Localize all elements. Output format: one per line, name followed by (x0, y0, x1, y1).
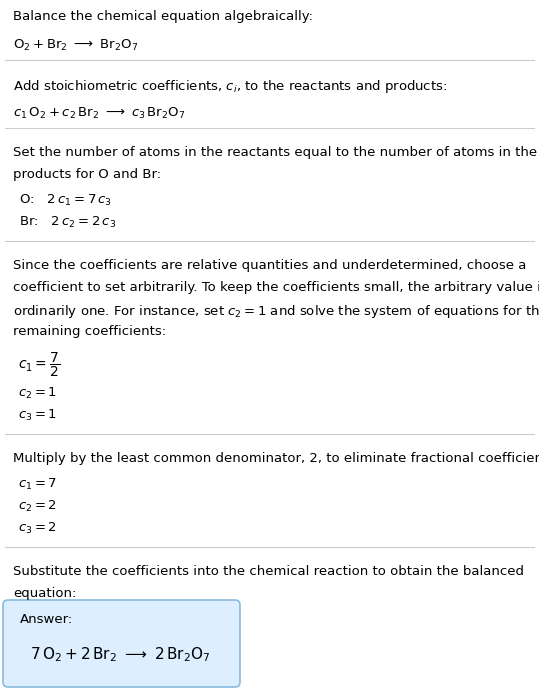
Text: $c_2 = 2$: $c_2 = 2$ (18, 499, 57, 514)
Text: ordinarily one. For instance, set $c_2 = 1$ and solve the system of equations fo: ordinarily one. For instance, set $c_2 =… (13, 303, 539, 320)
Text: Set the number of atoms in the reactants equal to the number of atoms in the: Set the number of atoms in the reactants… (13, 146, 537, 159)
Text: $c_1 = \dfrac{7}{2}$: $c_1 = \dfrac{7}{2}$ (18, 351, 60, 379)
Text: Since the coefficients are relative quantities and underdetermined, choose a: Since the coefficients are relative quan… (13, 259, 527, 272)
Text: Balance the chemical equation algebraically:: Balance the chemical equation algebraica… (13, 10, 313, 23)
Text: Substitute the coefficients into the chemical reaction to obtain the balanced: Substitute the coefficients into the che… (13, 565, 524, 578)
Text: Multiply by the least common denominator, 2, to eliminate fractional coefficient: Multiply by the least common denominator… (13, 452, 539, 465)
Text: $7\,\mathrm{O_2} + 2\,\mathrm{Br_2}\ \longrightarrow\ 2\,\mathrm{Br_2O_7}$: $7\,\mathrm{O_2} + 2\,\mathrm{Br_2}\ \lo… (30, 646, 211, 664)
Text: O:   $2\,c_1 = 7\,c_3$: O: $2\,c_1 = 7\,c_3$ (15, 193, 112, 208)
Text: coefficient to set arbitrarily. To keep the coefficients small, the arbitrary va: coefficient to set arbitrarily. To keep … (13, 281, 539, 294)
Text: $c_2 = 1$: $c_2 = 1$ (18, 386, 57, 401)
Text: remaining coefficients:: remaining coefficients: (13, 325, 166, 338)
FancyBboxPatch shape (3, 600, 240, 687)
Text: $\mathrm{O_2 + Br_2\ \longrightarrow\ Br_2O_7}$: $\mathrm{O_2 + Br_2\ \longrightarrow\ Br… (13, 38, 139, 53)
Text: $c_1 = 7$: $c_1 = 7$ (18, 477, 57, 492)
Text: Add stoichiometric coefficients, $c_i$, to the reactants and products:: Add stoichiometric coefficients, $c_i$, … (13, 78, 447, 95)
Text: equation:: equation: (13, 587, 77, 600)
Text: $c_3 = 1$: $c_3 = 1$ (18, 408, 57, 423)
Text: $c_1\,\mathrm{O_2} + c_2\,\mathrm{Br_2}\ \longrightarrow\ c_3\,\mathrm{Br_2O_7}$: $c_1\,\mathrm{O_2} + c_2\,\mathrm{Br_2}\… (13, 106, 185, 121)
Text: Br:   $2\,c_2 = 2\,c_3$: Br: $2\,c_2 = 2\,c_3$ (15, 215, 116, 230)
Text: Answer:: Answer: (20, 613, 73, 626)
Text: $c_3 = 2$: $c_3 = 2$ (18, 521, 57, 536)
Text: products for O and Br:: products for O and Br: (13, 168, 161, 181)
